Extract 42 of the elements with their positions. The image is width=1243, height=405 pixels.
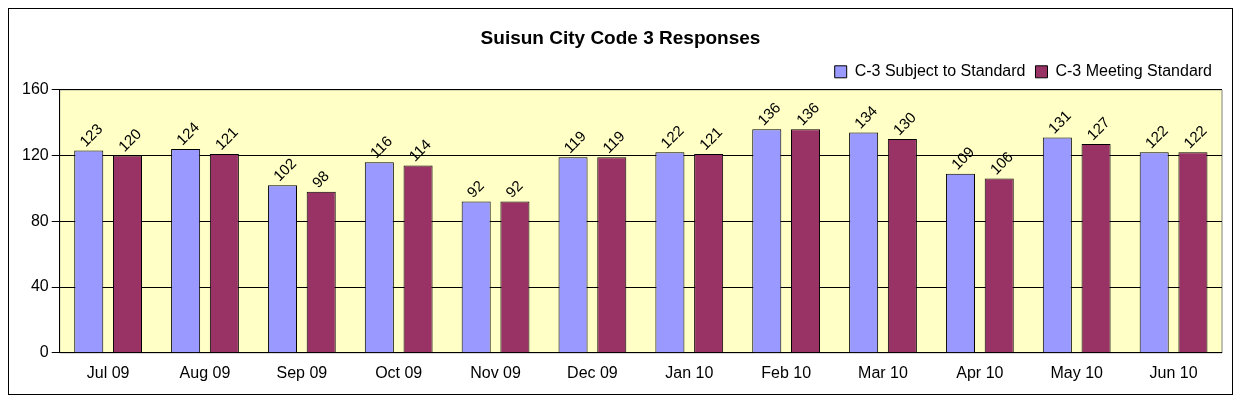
data-label: 134	[850, 101, 881, 132]
chart-title: Suisun City Code 3 Responses	[480, 26, 761, 48]
data-label: 119	[598, 127, 628, 157]
data-label: 102	[269, 154, 300, 185]
x-tick-label: Mar 10	[858, 363, 908, 381]
data-label: 120	[114, 124, 145, 155]
x-tick-label: Oct 09	[375, 363, 423, 381]
data-label: 124	[172, 118, 203, 149]
data-label: 122	[1141, 121, 1171, 152]
x-tick-label: Sep 09	[276, 363, 328, 381]
data-label: 98	[308, 166, 333, 191]
x-tick-label: Apr 10	[956, 363, 1004, 381]
data-label: 131	[1044, 106, 1075, 137]
y-tick-label: 120	[21, 145, 49, 163]
data-label: 122	[1179, 121, 1210, 152]
data-label: 119	[560, 127, 590, 157]
data-label: 116	[366, 132, 396, 162]
x-tick-label: Feb 10	[761, 363, 812, 381]
legend-label: C-3 Subject to Standard	[854, 62, 1026, 80]
y-tick-label: 0	[39, 343, 49, 361]
x-tick-label: Dec 09	[567, 363, 618, 381]
y-tick-label: 40	[30, 277, 49, 295]
y-tick-label: 80	[30, 211, 49, 229]
x-tick-label: Jan 10	[665, 363, 714, 381]
data-label: 121	[211, 123, 242, 153]
data-label: 136	[792, 98, 823, 129]
data-label: 127	[1083, 113, 1113, 144]
data-label: 92	[501, 176, 526, 201]
data-label: 122	[656, 121, 687, 152]
data-label: 130	[889, 108, 920, 139]
x-tick-label: Aug 09	[179, 363, 231, 381]
data-label: 136	[753, 98, 784, 129]
x-tick-label: May 10	[1050, 363, 1104, 381]
legend-label: C-3 Meeting Standard	[1055, 62, 1212, 80]
y-tick-label: 160	[21, 80, 49, 98]
x-tick-label: Nov 09	[470, 363, 521, 381]
data-label: 106	[986, 147, 1016, 178]
data-label: 123	[75, 119, 106, 150]
data-label: 121	[695, 123, 726, 153]
x-tick-label: Jun 10	[1149, 363, 1198, 381]
data-label: 92	[463, 176, 488, 201]
x-tick-label: Jul 09	[86, 363, 130, 381]
